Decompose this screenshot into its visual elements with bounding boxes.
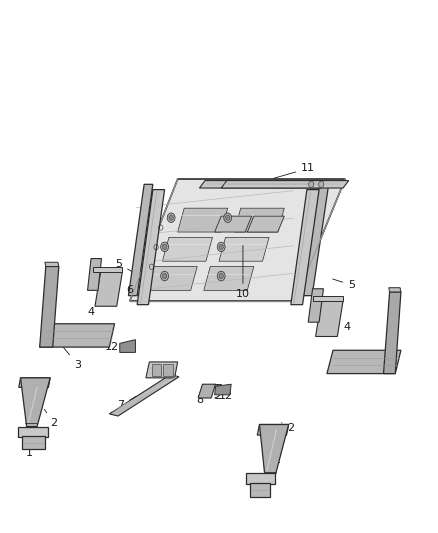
Text: 12: 12: [105, 342, 127, 352]
Text: 5: 5: [332, 279, 355, 290]
Text: 8: 8: [196, 390, 206, 405]
Polygon shape: [247, 216, 284, 232]
Polygon shape: [389, 288, 401, 292]
Polygon shape: [18, 426, 48, 437]
Polygon shape: [137, 190, 165, 305]
Polygon shape: [146, 362, 178, 378]
Text: 3: 3: [343, 361, 360, 375]
Polygon shape: [303, 184, 328, 296]
Polygon shape: [291, 190, 319, 305]
Polygon shape: [163, 364, 173, 376]
Polygon shape: [147, 266, 197, 290]
Text: 4: 4: [334, 322, 351, 333]
Polygon shape: [221, 181, 349, 188]
Circle shape: [309, 181, 314, 188]
Text: 12: 12: [219, 391, 233, 401]
Circle shape: [167, 213, 175, 222]
Polygon shape: [40, 266, 59, 347]
Circle shape: [161, 271, 169, 281]
Polygon shape: [128, 184, 153, 296]
Polygon shape: [199, 181, 327, 188]
Polygon shape: [152, 364, 161, 376]
Polygon shape: [95, 272, 122, 306]
Text: 10: 10: [236, 245, 250, 299]
Text: 3: 3: [62, 345, 81, 369]
Polygon shape: [215, 384, 231, 395]
Polygon shape: [110, 375, 179, 416]
Circle shape: [224, 213, 232, 222]
Polygon shape: [19, 378, 50, 387]
Polygon shape: [313, 296, 343, 301]
Polygon shape: [251, 483, 270, 497]
Circle shape: [217, 242, 225, 252]
Text: 1: 1: [26, 445, 34, 458]
Circle shape: [217, 271, 225, 281]
Circle shape: [161, 242, 169, 252]
Polygon shape: [384, 292, 401, 374]
Polygon shape: [257, 424, 289, 435]
Polygon shape: [327, 350, 401, 374]
Polygon shape: [178, 208, 228, 232]
Circle shape: [169, 215, 173, 220]
Circle shape: [162, 273, 167, 279]
Circle shape: [319, 181, 324, 188]
Polygon shape: [219, 237, 269, 261]
Polygon shape: [130, 179, 345, 301]
Circle shape: [162, 244, 167, 249]
Text: 6: 6: [126, 285, 140, 295]
Polygon shape: [120, 340, 135, 352]
Polygon shape: [234, 208, 284, 232]
Polygon shape: [21, 378, 50, 426]
Circle shape: [219, 273, 223, 279]
Text: 5: 5: [115, 259, 132, 271]
Text: 2: 2: [44, 409, 57, 428]
Polygon shape: [259, 424, 289, 474]
Polygon shape: [162, 237, 212, 261]
Polygon shape: [88, 259, 102, 290]
Text: 11: 11: [274, 164, 315, 178]
Text: 7: 7: [117, 396, 136, 410]
Polygon shape: [198, 384, 215, 398]
Polygon shape: [215, 216, 252, 232]
Text: 2: 2: [282, 423, 294, 433]
Text: 9: 9: [148, 369, 162, 378]
Polygon shape: [316, 301, 343, 336]
Text: 4: 4: [87, 303, 102, 317]
Polygon shape: [308, 289, 323, 322]
Polygon shape: [246, 473, 275, 484]
Polygon shape: [204, 266, 254, 290]
Polygon shape: [40, 324, 115, 347]
Polygon shape: [22, 436, 45, 449]
Polygon shape: [45, 262, 59, 266]
Circle shape: [226, 215, 230, 220]
Circle shape: [219, 244, 223, 249]
Text: 6: 6: [315, 296, 333, 306]
Text: 1: 1: [271, 455, 281, 472]
Polygon shape: [93, 266, 122, 272]
